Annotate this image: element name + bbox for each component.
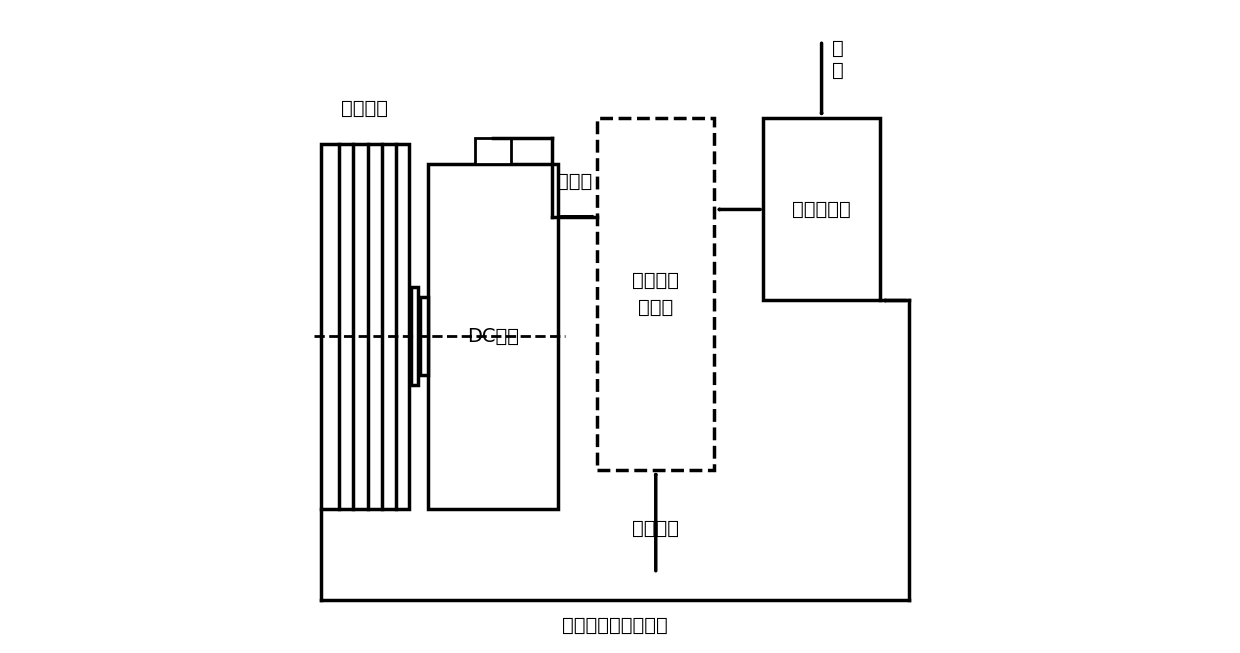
FancyBboxPatch shape xyxy=(428,164,558,509)
Text: 惯性负载: 惯性负载 xyxy=(341,99,388,118)
Text: 供应电源: 供应电源 xyxy=(632,518,680,537)
Text: 光电编码器位置反馈: 光电编码器位置反馈 xyxy=(562,616,668,635)
FancyBboxPatch shape xyxy=(419,297,428,375)
FancyBboxPatch shape xyxy=(475,138,511,164)
Text: DC电机: DC电机 xyxy=(467,326,520,345)
FancyBboxPatch shape xyxy=(410,287,418,385)
Text: 商业电器
驱动器: 商业电器 驱动器 xyxy=(632,271,680,317)
Text: 位置控制器: 位置控制器 xyxy=(792,200,851,219)
FancyBboxPatch shape xyxy=(321,144,409,509)
Text: 指
令: 指 令 xyxy=(832,39,843,80)
FancyBboxPatch shape xyxy=(598,118,714,470)
FancyBboxPatch shape xyxy=(763,118,880,300)
Text: 动力线: 动力线 xyxy=(557,172,593,191)
